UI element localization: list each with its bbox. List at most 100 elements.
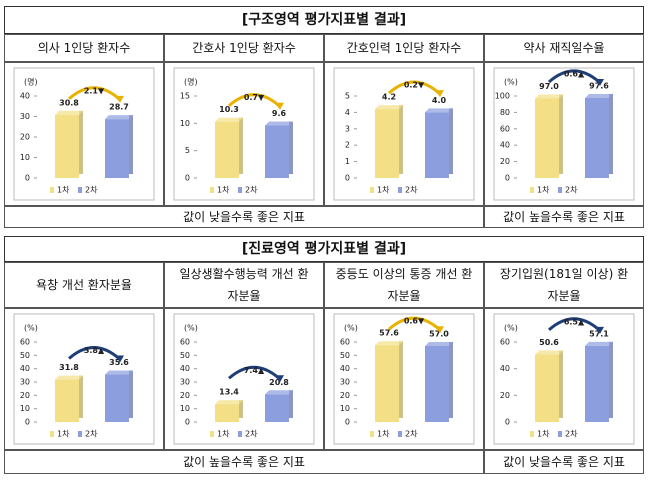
legend-swatch <box>78 431 82 437</box>
change-label: 0.6▲ <box>564 69 585 78</box>
y-tick-label: 10 <box>180 119 190 128</box>
y-tick-label: 20 <box>180 391 190 400</box>
y-tick-label: 1 <box>345 157 350 166</box>
y-tick-label: 3 <box>345 124 350 133</box>
legend-label: 2차 <box>405 186 418 195</box>
bar-side <box>289 390 293 418</box>
bar-face <box>265 394 289 422</box>
bar-side <box>609 341 613 418</box>
change-label: 0.7▼ <box>244 93 265 102</box>
y-tick-label: 30 <box>180 378 190 387</box>
y-tick-label: 40 <box>20 92 30 101</box>
section-title: [구조영역 평가지표별 결과] <box>4 6 644 34</box>
bar-face <box>535 98 559 178</box>
chart: (명) 0 10 20 30 40 30.8 1차 28.7 2차 2.1▼ <box>13 67 155 201</box>
bar <box>585 341 613 422</box>
legend-label: 1차 <box>537 186 550 195</box>
y-tick-label: 0 <box>505 418 510 427</box>
chart: (명) 0 5 10 15 10.3 1차 9.6 2차 0.7▼ <box>173 67 315 201</box>
legend-label: 2차 <box>245 430 258 439</box>
change-label: 6.5▲ <box>564 317 585 326</box>
legend-label: 2차 <box>85 186 98 195</box>
bar <box>215 117 243 178</box>
value-label: 31.8 <box>59 363 79 372</box>
bar-top <box>265 121 293 126</box>
legend-swatch <box>238 187 242 193</box>
value-label: 20.8 <box>269 378 289 387</box>
chart-cell <box>484 308 644 450</box>
bar-top <box>535 94 563 99</box>
change-arrowhead <box>115 355 124 363</box>
value-label: 28.7 <box>109 103 129 112</box>
legend-swatch <box>50 431 54 437</box>
section-title: [진료영역 평가지표별 결과] <box>4 236 644 262</box>
bar <box>265 390 293 422</box>
y-tick-label: 50 <box>20 351 30 360</box>
legend-label: 2차 <box>565 186 578 195</box>
change-arrow <box>388 316 440 331</box>
y-unit: (%) <box>344 324 358 333</box>
y-tick-label: 0 <box>25 174 30 183</box>
chart-cell <box>164 308 324 450</box>
bar-top <box>105 370 133 375</box>
value-label: 4.0 <box>432 96 447 105</box>
change-arrowhead <box>275 102 284 110</box>
bar-face <box>425 346 449 422</box>
y-tick-label: 40 <box>180 364 190 373</box>
bar <box>215 400 243 422</box>
y-tick-label: 0 <box>185 418 190 427</box>
y-tick-label: 10 <box>20 404 30 413</box>
bar <box>375 341 403 422</box>
bar-top <box>585 341 613 346</box>
bar <box>585 93 613 178</box>
legend-swatch <box>398 187 402 193</box>
chart: 0 1 2 3 4 5 4.2 1차 4.0 2차 0.2▼ <box>333 67 475 201</box>
bar-face <box>375 109 399 178</box>
change-arrowhead <box>435 326 444 334</box>
y-tick-label: 60 <box>500 338 510 347</box>
change-arrowhead <box>115 95 124 103</box>
chart: (%) 0 20 40 60 50.6 1차 57.1 2차 6.5▲ <box>493 313 635 445</box>
value-label: 57.0 <box>429 330 449 339</box>
change-arrow <box>228 93 280 107</box>
chart-title: 중등도 이상의 통증 개선 환자분율 <box>324 262 484 308</box>
bar <box>55 375 83 422</box>
bar-side <box>79 110 83 174</box>
y-tick-label: 50 <box>340 351 350 360</box>
y-unit: (%) <box>504 324 518 333</box>
y-tick-label: 0 <box>345 418 350 427</box>
y-unit: (명) <box>184 77 198 87</box>
bar-top <box>375 341 403 346</box>
change-arrow <box>548 317 600 332</box>
chart-cell <box>4 62 164 206</box>
legend-label: 2차 <box>405 430 418 439</box>
value-label: 9.6 <box>272 109 287 118</box>
y-tick-label: 60 <box>20 338 30 347</box>
bar <box>105 115 133 178</box>
chart: (%) 0 10 20 30 40 50 60 31.8 1차 35.6 2차 3.8▲ <box>13 313 155 445</box>
bar-top <box>585 93 613 98</box>
chart-title: 일상생활수행능력 개선 환자분율 <box>164 262 324 308</box>
section-note: 값이 낮을수록 좋은 지표 <box>484 450 644 474</box>
bar-top <box>425 108 453 113</box>
y-tick-label: 10 <box>20 153 30 162</box>
change-arrow <box>548 69 600 84</box>
y-tick-label: 5 <box>185 146 190 155</box>
legend-swatch <box>370 187 374 193</box>
bar-face <box>375 345 399 422</box>
bar-top <box>215 400 243 405</box>
y-tick-label: 30 <box>340 378 350 387</box>
bar-side <box>129 370 133 418</box>
bar <box>535 94 563 178</box>
legend-label: 1차 <box>377 430 390 439</box>
chart-title: 욕창 개선 환자분율 <box>4 262 164 308</box>
chart-title: 의사 1인당 환자수 <box>4 34 164 62</box>
value-label: 35.6 <box>109 358 129 367</box>
change-arrow <box>228 365 280 380</box>
bar-top <box>535 350 563 355</box>
change-label: 3.8▲ <box>84 346 105 355</box>
legend-swatch <box>558 187 562 193</box>
chart: (%) 0 20 40 60 80 100 97.0 1차 97.6 2차 0.6▲ <box>493 67 635 201</box>
change-label: 2.1▼ <box>84 86 105 95</box>
